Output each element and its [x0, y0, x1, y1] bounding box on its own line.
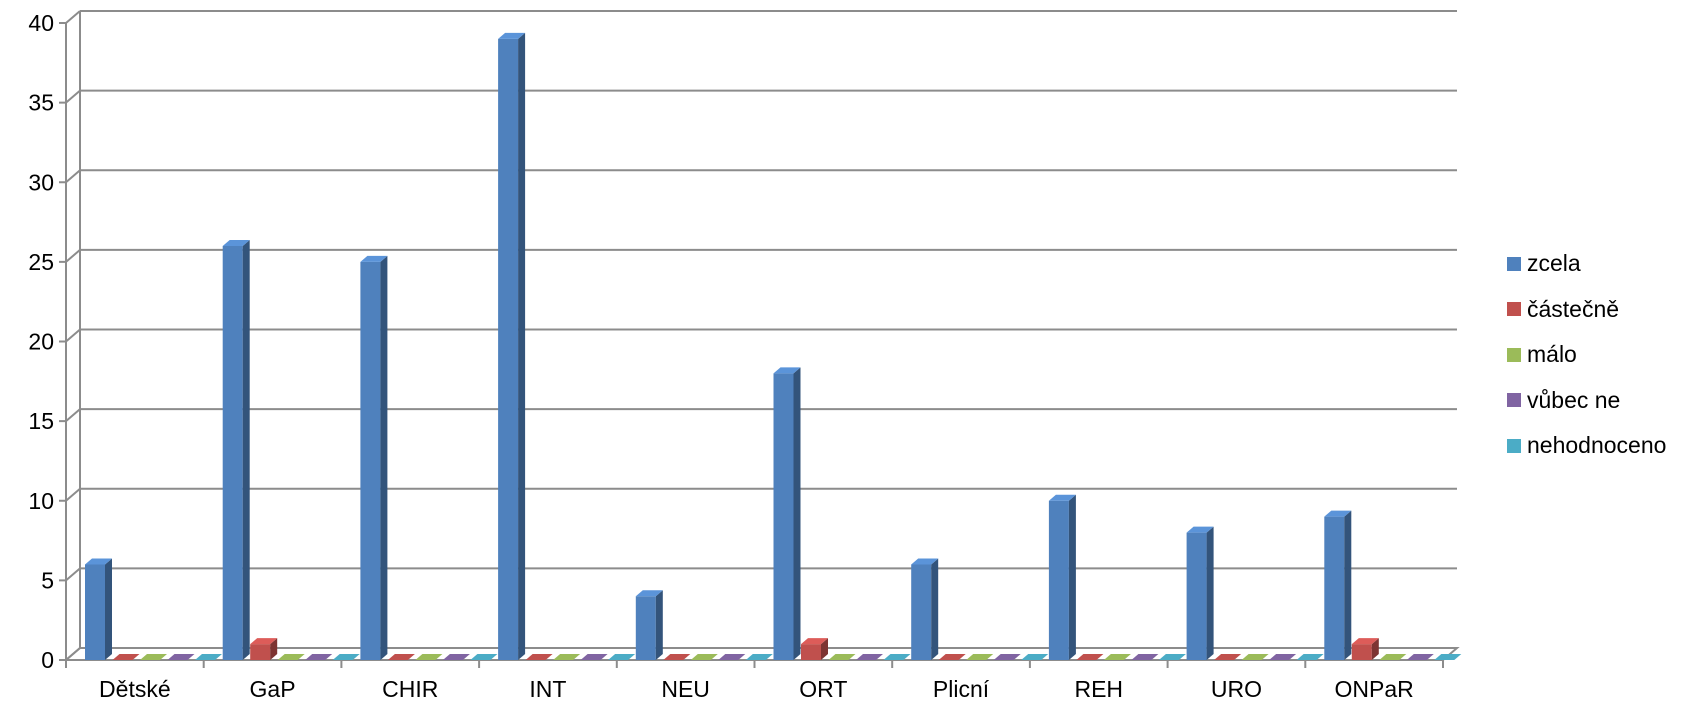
- legend-item: vůbec ne: [1507, 378, 1666, 424]
- y-tick-label: 15: [28, 408, 54, 434]
- legend-label: částečně: [1527, 295, 1620, 322]
- bar: [250, 638, 278, 660]
- bar: [195, 654, 222, 660]
- gridline-depth: [65, 249, 81, 263]
- x-tick-label: Plicní: [933, 676, 990, 702]
- legend: zcela částečně málo vůbec ne nehodnoceno: [1507, 241, 1666, 469]
- gridline-depth: [65, 169, 81, 184]
- legend-item: zcela: [1507, 241, 1666, 287]
- bar: [140, 654, 167, 660]
- x-tick-label: NEU: [661, 676, 710, 702]
- bar: [305, 654, 333, 660]
- x-tick-label: ORT: [799, 676, 847, 702]
- legend-swatch: [1507, 393, 1521, 408]
- y-tick-label: 35: [28, 90, 54, 116]
- bar: [553, 654, 581, 660]
- bar: [1103, 654, 1131, 660]
- gridline-depth: [65, 567, 81, 582]
- bar: [332, 654, 360, 660]
- legend-item: částečně: [1507, 287, 1666, 333]
- gridline-depth: [65, 487, 81, 502]
- legend-label: zcela: [1527, 250, 1581, 277]
- bar: [1131, 654, 1159, 660]
- y-tick-label: 5: [41, 567, 54, 593]
- bar: [856, 654, 883, 660]
- legend-swatch: [1507, 256, 1521, 271]
- gridlines: [65, 10, 1457, 661]
- bar: [222, 239, 250, 660]
- bar: [938, 654, 966, 660]
- y-tick-label: 25: [28, 249, 54, 275]
- bar: [1158, 654, 1186, 660]
- bar: [1269, 654, 1297, 660]
- y-tick-label: 10: [28, 488, 54, 514]
- bar: [993, 654, 1021, 660]
- bar: [1021, 654, 1049, 660]
- bar: [415, 654, 443, 660]
- legend-swatch: [1507, 302, 1521, 317]
- bar: [718, 654, 746, 660]
- legend-item: nehodnoceno: [1507, 423, 1666, 469]
- bar: [883, 654, 911, 660]
- gridline-depth: [65, 408, 81, 422]
- bar: [1214, 654, 1242, 660]
- x-tick-label: CHIR: [382, 676, 438, 702]
- bar: [1296, 654, 1324, 660]
- bar: [773, 367, 801, 660]
- y-tick-label: 30: [28, 169, 54, 195]
- x-tick-label: GaP: [250, 676, 296, 702]
- bar: [580, 654, 608, 660]
- legend-label: málo: [1527, 341, 1577, 368]
- legend-swatch: [1507, 438, 1521, 453]
- y-axis-ticks: 0 5 10 15 20 25 30 35 40: [28, 10, 66, 673]
- bar: [1241, 654, 1269, 660]
- bar: [387, 654, 415, 660]
- bar: [112, 654, 140, 660]
- x-tick-label: REH: [1074, 676, 1123, 702]
- x-tick-label: Dětské: [99, 676, 171, 702]
- legend-item: málo: [1507, 332, 1666, 378]
- legend-label: vůbec ne: [1527, 386, 1621, 413]
- y-tick-label: 0: [41, 647, 54, 673]
- bar: [966, 654, 994, 660]
- legend-swatch: [1507, 347, 1521, 362]
- bar: [1351, 638, 1379, 660]
- bar: [608, 654, 636, 660]
- x-tick-label: URO: [1211, 676, 1262, 702]
- x-axis-ticks: Dětské GaP CHIR INT NEU ORT Plicní REH URO ONPaR: [65, 660, 1444, 702]
- gridline-depth: [65, 10, 81, 24]
- x-tick-label: INT: [529, 676, 566, 702]
- bar: [1186, 526, 1214, 660]
- bar: [1406, 654, 1434, 660]
- bar: [525, 654, 553, 660]
- bar: [1434, 654, 1462, 660]
- bar: [911, 558, 939, 660]
- bar: [167, 654, 195, 660]
- gridline-depth: [65, 328, 81, 343]
- bar: [360, 255, 388, 660]
- bar: [498, 32, 526, 661]
- bar: [635, 590, 663, 660]
- bar: [85, 558, 112, 660]
- bar: [442, 654, 470, 660]
- gridline-depth: [65, 89, 81, 104]
- bar: [801, 638, 828, 660]
- bar: [1324, 510, 1352, 660]
- bar: [1076, 654, 1104, 660]
- bar: [470, 654, 498, 660]
- bar: [745, 654, 773, 660]
- legend-label: nehodnoceno: [1527, 432, 1667, 459]
- y-tick-label: 40: [28, 10, 54, 36]
- bar: [277, 654, 305, 660]
- axes: [63, 11, 1460, 661]
- x-tick-label: ONPaR: [1335, 676, 1414, 702]
- bar: [1379, 654, 1407, 660]
- bar: [690, 654, 718, 660]
- y-tick-label: 20: [28, 329, 54, 355]
- bar: [1048, 494, 1076, 660]
- bars: [85, 32, 1462, 661]
- bar: [663, 654, 691, 660]
- bar: [828, 654, 856, 660]
